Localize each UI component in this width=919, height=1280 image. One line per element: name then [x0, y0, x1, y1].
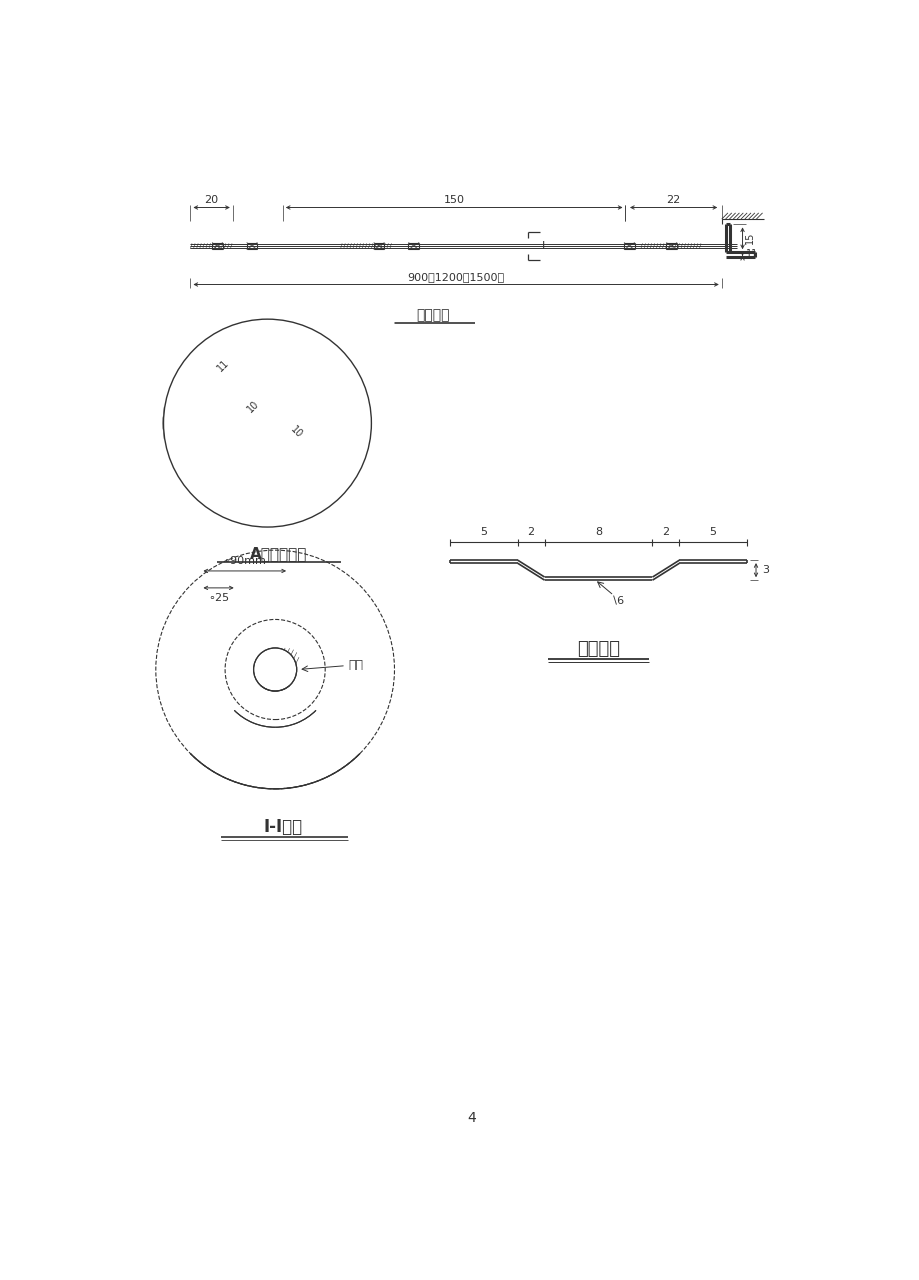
Text: 20: 20 — [204, 195, 219, 205]
Text: 锅杆详图: 锅杆详图 — [415, 308, 449, 323]
Text: 45°: 45° — [219, 716, 242, 728]
Polygon shape — [141, 669, 410, 804]
Text: 5: 5 — [480, 527, 487, 538]
Text: 15: 15 — [744, 232, 754, 244]
Polygon shape — [183, 339, 351, 507]
Text: 150: 150 — [443, 195, 464, 205]
Text: 2: 2 — [662, 527, 669, 538]
Polygon shape — [183, 339, 351, 507]
Text: 支架详图: 支架详图 — [576, 640, 619, 658]
Polygon shape — [183, 339, 351, 507]
Text: 45°: 45° — [293, 716, 315, 728]
Text: ∖6: ∖6 — [610, 596, 624, 607]
Text: ∘25: ∘25 — [208, 593, 229, 603]
Text: 11: 11 — [215, 357, 231, 374]
Text: I-I剑面: I-I剑面 — [263, 818, 302, 836]
Text: 4: 4 — [467, 1111, 475, 1125]
Text: 10: 10 — [245, 398, 261, 413]
PathPatch shape — [164, 303, 394, 539]
Text: 45°: 45° — [293, 716, 315, 728]
Text: 900（1200、1500）: 900（1200、1500） — [407, 271, 505, 282]
Polygon shape — [183, 339, 351, 507]
Text: 支架: 支架 — [348, 659, 363, 672]
Text: 11: 11 — [744, 250, 757, 260]
Text: A节点大样图: A节点大样图 — [250, 547, 307, 562]
Text: 3: 3 — [761, 566, 768, 575]
Text: 10: 10 — [289, 425, 304, 440]
Text: 2: 2 — [527, 527, 534, 538]
Text: 45°: 45° — [219, 716, 242, 728]
Text: 5: 5 — [709, 527, 716, 538]
Text: 22: 22 — [665, 195, 680, 205]
Text: ∘90mm: ∘90mm — [223, 556, 266, 566]
Circle shape — [254, 648, 297, 691]
Text: 8: 8 — [595, 527, 601, 538]
Text: I: I — [541, 241, 544, 251]
